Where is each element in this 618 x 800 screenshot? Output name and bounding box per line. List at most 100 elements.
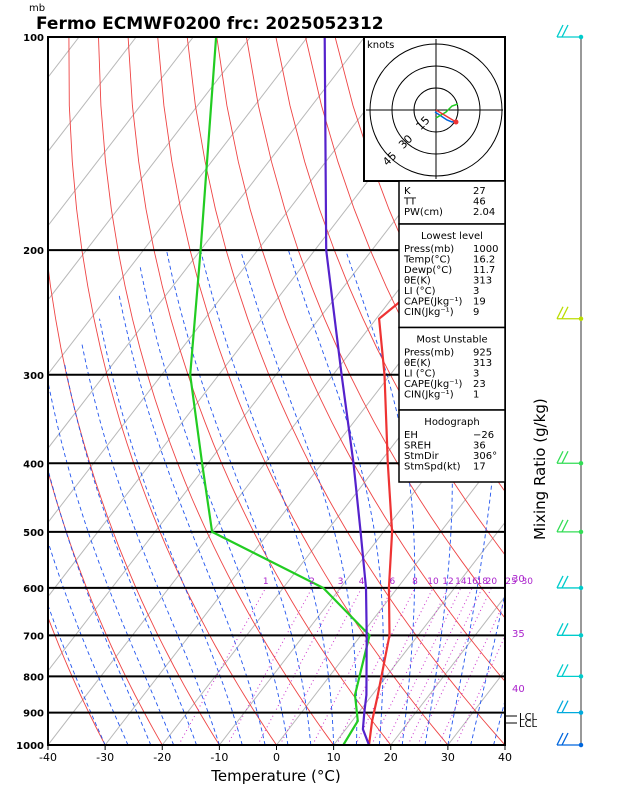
wind-barb-dot (578, 461, 584, 466)
x-tick-label: 10 (327, 751, 341, 764)
mixing-ratio-line (227, 587, 313, 745)
indices-section (398, 180, 506, 225)
isotherm-line (0, 37, 22, 745)
wind-barb-250 (556, 306, 584, 321)
isotherm-line (48, 37, 194, 227)
pressure-unit-label: mb (29, 3, 45, 14)
dry-adiabat-line (216, 37, 505, 682)
x-tick-label: 40 (498, 751, 512, 764)
x-tick-label: -40 (39, 751, 57, 764)
moist-adiabat-line (99, 318, 243, 745)
axes: -40 -30 -20 -10 0 10 20 30 40 100 200 300 400 500 600 7… (16, 33, 512, 764)
moist-adiabat-line (81, 342, 220, 745)
dry-adiabat-line (245, 37, 505, 619)
moist-adiabat-line (493, 698, 505, 745)
isotherm-line (48, 37, 308, 375)
hodograph-unit-label: knots (367, 40, 394, 51)
mixing-ratio-line (178, 587, 267, 745)
dry-adiabat-line (275, 37, 505, 556)
lcl-label-1: LCL (519, 712, 538, 723)
indices-section-header: Lowest level (421, 231, 483, 242)
y-tick-label: 400 (23, 459, 44, 470)
mixing-ratio-label: 25 (505, 577, 516, 587)
index-label: PW(cm) (404, 207, 443, 218)
moist-adiabat-line (48, 467, 152, 745)
index-label: Press(mb) (404, 348, 454, 359)
index-value: 3 (473, 369, 479, 380)
hodograph: knots 15 30 45 (363, 36, 506, 182)
wind-barb-1000 (556, 732, 584, 748)
index-label: θE(K) (404, 276, 431, 287)
indices-table: K 27 TT 46 PW(cm) 2.04 Lowest level Press(mb) 10… (398, 180, 506, 483)
index-value: −26 (473, 430, 494, 441)
wind-barb-dot (578, 316, 584, 321)
mixing-ratio-label: 18 (477, 577, 489, 587)
mixing-ratio-label: 16 (466, 577, 478, 587)
wind-barb-flag (561, 306, 569, 320)
dry-adiabat-line (68, 37, 277, 745)
hodograph-trace-low (434, 111, 457, 123)
storm-motion-vector (435, 109, 457, 123)
wind-barb-dot (578, 742, 584, 748)
wind-barb-dot (578, 710, 584, 715)
index-label: CIN(Jkg⁻¹) (404, 307, 454, 318)
hodograph-trace-mid (435, 103, 459, 119)
mixing-ratio-label: 10 (427, 577, 439, 587)
wind-barb-400 (556, 450, 584, 466)
wind-barb-flag (556, 623, 564, 636)
right-axis-label: Mixing Ratio (g/kg) (531, 398, 549, 540)
theta-e-label: 35 (512, 629, 525, 640)
index-value: 2.04 (473, 207, 495, 218)
y-tick-label: 100 (23, 33, 44, 44)
index-value: 9 (473, 307, 479, 318)
index-label: StmDir (404, 451, 439, 462)
wind-barb-flag (556, 664, 564, 677)
index-value: 1 (473, 390, 479, 401)
index-value: 17 (473, 462, 486, 473)
isotherm-line (333, 521, 505, 745)
isotherm-line (48, 37, 137, 153)
index-value: 306° (473, 451, 497, 462)
chart-title: Fermo ECMWF0200 frc: 2025052312 (36, 14, 384, 34)
mixing-ratio-label: 14 (455, 577, 467, 587)
lcl-label-2: LCL (519, 719, 538, 730)
x-tick-label: 0 (273, 751, 280, 764)
wind-barb-flag (561, 732, 569, 746)
index-value: 36 (473, 441, 486, 452)
index-label: CIN(Jkg⁻¹) (404, 390, 454, 401)
wind-barb-dot (578, 674, 584, 679)
y-tick-label: 200 (23, 246, 44, 257)
wind-barb-900 (556, 700, 584, 715)
dry-adiabat-line (127, 37, 392, 745)
wind-barb-dot (578, 633, 584, 638)
x-tick-label: -10 (210, 751, 228, 764)
y-tick-label: 600 (23, 584, 44, 595)
wind-barbs (556, 24, 584, 748)
dry-adiabat-line (601, 37, 618, 745)
wind-barb-500 (556, 519, 584, 535)
index-value: 46 (473, 197, 486, 208)
wind-barb-flag (561, 519, 569, 533)
index-value: 11.7 (473, 265, 495, 276)
mixing-ratio-label: 4 (359, 577, 365, 587)
index-label: Press(mb) (404, 244, 454, 255)
moist-adiabat-line (118, 293, 266, 745)
index-value: 27 (473, 186, 486, 197)
wind-barb-dot (578, 585, 584, 591)
index-value: 1000 (473, 244, 498, 255)
mixing-ratio-label: 8 (412, 577, 418, 587)
wind-barb-flag (561, 623, 569, 636)
wind-barb-600 (556, 575, 584, 591)
moist-adiabat-line (166, 250, 312, 745)
x-tick-label: 20 (384, 751, 398, 764)
index-value: 23 (473, 379, 486, 390)
mixing-ratio-label: 20 (486, 577, 498, 587)
wind-barb-flag (556, 519, 564, 533)
isotherm-line (104, 224, 505, 745)
moist-adiabat-line (48, 384, 175, 745)
wind-barb-100 (556, 24, 584, 40)
index-label: TT (403, 197, 417, 208)
index-label: SREH (404, 441, 431, 452)
moist-adiabat-line (470, 591, 505, 745)
background-lines (0, 37, 618, 745)
